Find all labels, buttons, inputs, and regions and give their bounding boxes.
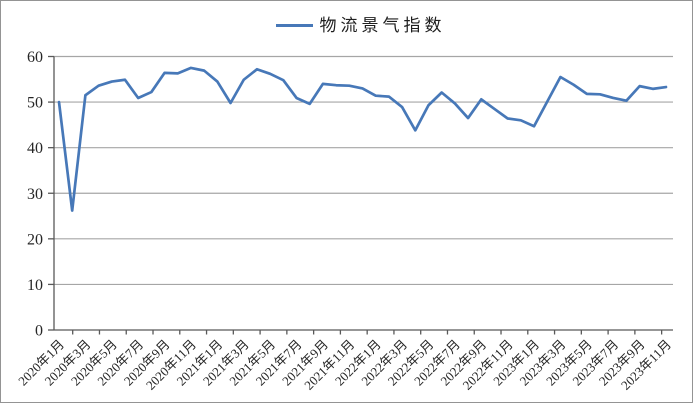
y-axis-label: 40	[27, 140, 43, 157]
legend: 物流景气指数	[275, 16, 446, 35]
y-axis-label: 20	[27, 231, 43, 248]
y-axis-label: 10	[27, 277, 43, 294]
y-axis-label: 60	[27, 49, 43, 66]
data-line	[57, 66, 668, 212]
legend-label: 物流景气指数	[319, 16, 446, 35]
y-axis-label: 30	[27, 186, 43, 203]
y-axis-label: 50	[27, 95, 43, 112]
legend-line-swatch	[275, 24, 313, 27]
y-axis-label: 0	[35, 323, 43, 340]
